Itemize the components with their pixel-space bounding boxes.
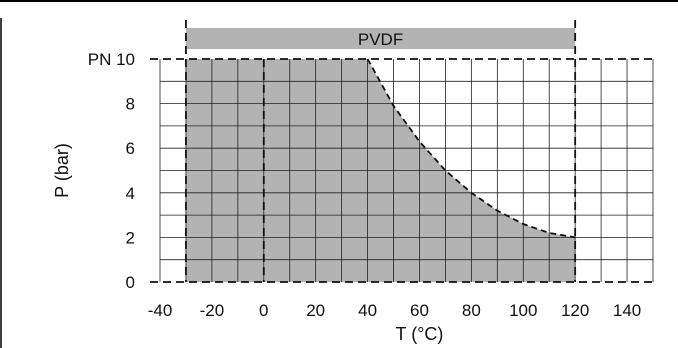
x-tick-label: -40 <box>148 301 173 320</box>
y-tick-labels: 0 2 4 6 8 PN 10 <box>88 50 135 292</box>
x-tick-labels: -40 -20 0 20 40 60 80 100 120 140 <box>148 301 642 320</box>
pressure-curve <box>366 58 576 239</box>
x-tick-label: 80 <box>462 301 481 320</box>
material-band <box>185 28 576 49</box>
y-tick-label: 2 <box>126 228 135 247</box>
x-axis-label: T (°C) <box>396 324 444 344</box>
x-tick-label: 20 <box>306 301 325 320</box>
y-tick-label: 6 <box>126 139 135 158</box>
y-tick-label: PN 10 <box>88 50 135 69</box>
y-axis-label: P (bar) <box>52 143 72 198</box>
x-tick-label: 60 <box>410 301 429 320</box>
material-band-label: PVDF <box>358 30 403 49</box>
x-tick-label: 140 <box>613 301 641 320</box>
x-tick-label: 40 <box>358 301 377 320</box>
y-tick-label: 4 <box>126 184 135 203</box>
y-tick-label: 8 <box>126 95 135 114</box>
boundary-lines <box>150 20 653 283</box>
grid <box>159 59 654 282</box>
y-tick-label: 0 <box>126 273 135 292</box>
x-tick-label: 100 <box>509 301 537 320</box>
x-tick-label: 120 <box>561 301 589 320</box>
x-tick-label: -20 <box>200 301 225 320</box>
x-tick-label: 0 <box>259 301 268 320</box>
